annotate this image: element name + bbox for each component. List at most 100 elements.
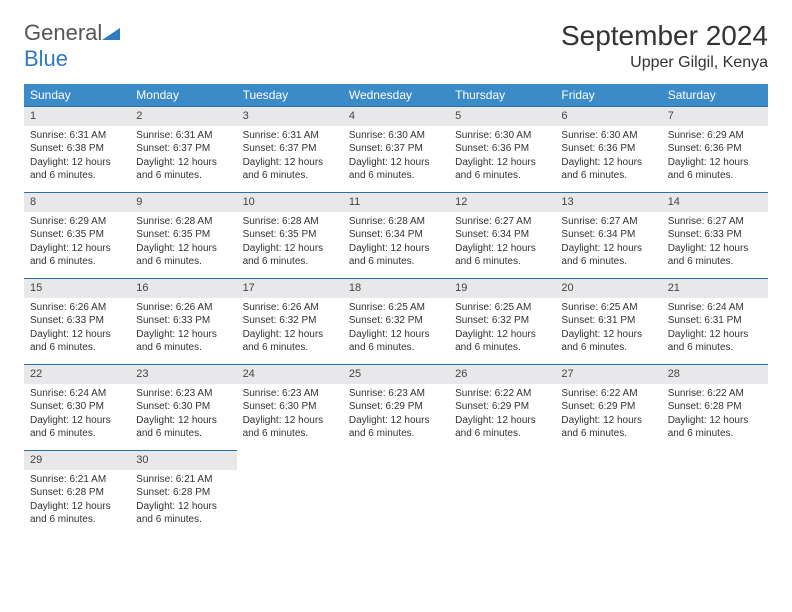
calendar-day-cell: 12Sunrise: 6:27 AMSunset: 6:34 PMDayligh… [449, 192, 555, 278]
day-content: Sunrise: 6:24 AMSunset: 6:31 PMDaylight:… [662, 298, 768, 361]
day-content: Sunrise: 6:28 AMSunset: 6:35 PMDaylight:… [237, 212, 343, 275]
sunrise-text: Sunrise: 6:29 AM [30, 215, 124, 229]
daylight-text: Daylight: 12 hours and 6 minutes. [243, 328, 337, 355]
daylight-text: Daylight: 12 hours and 6 minutes. [561, 156, 655, 183]
daylight-text: Daylight: 12 hours and 6 minutes. [349, 156, 443, 183]
calendar-day-cell: . [555, 450, 661, 536]
daylight-text: Daylight: 12 hours and 6 minutes. [668, 156, 762, 183]
daylight-text: Daylight: 12 hours and 6 minutes. [30, 328, 124, 355]
sunrise-text: Sunrise: 6:26 AM [30, 301, 124, 315]
day-content: Sunrise: 6:30 AMSunset: 6:37 PMDaylight:… [343, 126, 449, 189]
sunset-text: Sunset: 6:32 PM [349, 314, 443, 328]
day-number: 20 [555, 278, 661, 298]
calendar-week-row: 8Sunrise: 6:29 AMSunset: 6:35 PMDaylight… [24, 192, 768, 278]
day-content: Sunrise: 6:26 AMSunset: 6:33 PMDaylight:… [24, 298, 130, 361]
calendar-day-cell: 15Sunrise: 6:26 AMSunset: 6:33 PMDayligh… [24, 278, 130, 364]
day-number: 1 [24, 106, 130, 126]
calendar-day-cell: . [237, 450, 343, 536]
calendar-day-cell: 28Sunrise: 6:22 AMSunset: 6:28 PMDayligh… [662, 364, 768, 450]
day-number: 2 [130, 106, 236, 126]
day-number: 13 [555, 192, 661, 212]
sunset-text: Sunset: 6:33 PM [668, 228, 762, 242]
sunset-text: Sunset: 6:37 PM [349, 142, 443, 156]
day-number: 17 [237, 278, 343, 298]
sunrise-text: Sunrise: 6:27 AM [668, 215, 762, 229]
day-content: Sunrise: 6:27 AMSunset: 6:33 PMDaylight:… [662, 212, 768, 275]
sunrise-text: Sunrise: 6:30 AM [455, 129, 549, 143]
daylight-text: Daylight: 12 hours and 6 minutes. [30, 500, 124, 527]
weekday-header: Sunday [24, 84, 130, 106]
sunrise-text: Sunrise: 6:24 AM [30, 387, 124, 401]
sunset-text: Sunset: 6:29 PM [561, 400, 655, 414]
sunset-text: Sunset: 6:37 PM [243, 142, 337, 156]
sunrise-text: Sunrise: 6:25 AM [349, 301, 443, 315]
logo-part1: General [24, 20, 102, 45]
calendar-day-cell: 17Sunrise: 6:26 AMSunset: 6:32 PMDayligh… [237, 278, 343, 364]
daylight-text: Daylight: 12 hours and 6 minutes. [136, 156, 230, 183]
calendar-day-cell: 22Sunrise: 6:24 AMSunset: 6:30 PMDayligh… [24, 364, 130, 450]
sunrise-text: Sunrise: 6:27 AM [455, 215, 549, 229]
day-content: Sunrise: 6:24 AMSunset: 6:30 PMDaylight:… [24, 384, 130, 447]
calendar-day-cell: 30Sunrise: 6:21 AMSunset: 6:28 PMDayligh… [130, 450, 236, 536]
day-number: 15 [24, 278, 130, 298]
weekday-header: Friday [555, 84, 661, 106]
calendar-day-cell: 20Sunrise: 6:25 AMSunset: 6:31 PMDayligh… [555, 278, 661, 364]
sunset-text: Sunset: 6:36 PM [455, 142, 549, 156]
day-content: Sunrise: 6:22 AMSunset: 6:28 PMDaylight:… [662, 384, 768, 447]
sunset-text: Sunset: 6:28 PM [668, 400, 762, 414]
calendar-day-cell: 11Sunrise: 6:28 AMSunset: 6:34 PMDayligh… [343, 192, 449, 278]
sunrise-text: Sunrise: 6:24 AM [668, 301, 762, 315]
day-content: Sunrise: 6:29 AMSunset: 6:36 PMDaylight:… [662, 126, 768, 189]
daylight-text: Daylight: 12 hours and 6 minutes. [243, 242, 337, 269]
day-content: Sunrise: 6:30 AMSunset: 6:36 PMDaylight:… [449, 126, 555, 189]
sunset-text: Sunset: 6:31 PM [561, 314, 655, 328]
day-number: 11 [343, 192, 449, 212]
sunrise-text: Sunrise: 6:31 AM [243, 129, 337, 143]
sunrise-text: Sunrise: 6:31 AM [30, 129, 124, 143]
sunset-text: Sunset: 6:36 PM [668, 142, 762, 156]
logo: General Blue [24, 20, 120, 72]
day-number: 28 [662, 364, 768, 384]
daylight-text: Daylight: 12 hours and 6 minutes. [30, 242, 124, 269]
sunset-text: Sunset: 6:28 PM [136, 486, 230, 500]
day-number: 30 [130, 450, 236, 470]
day-content: Sunrise: 6:23 AMSunset: 6:30 PMDaylight:… [237, 384, 343, 447]
sunrise-text: Sunrise: 6:25 AM [455, 301, 549, 315]
header: General Blue September 2024 Upper Gilgil… [24, 20, 768, 72]
day-number: 27 [555, 364, 661, 384]
calendar: Sunday Monday Tuesday Wednesday Thursday… [24, 84, 768, 536]
sunrise-text: Sunrise: 6:30 AM [349, 129, 443, 143]
day-number: 23 [130, 364, 236, 384]
daylight-text: Daylight: 12 hours and 6 minutes. [561, 328, 655, 355]
sunset-text: Sunset: 6:30 PM [136, 400, 230, 414]
day-number: 21 [662, 278, 768, 298]
sunset-text: Sunset: 6:31 PM [668, 314, 762, 328]
sunrise-text: Sunrise: 6:23 AM [136, 387, 230, 401]
sunset-text: Sunset: 6:34 PM [561, 228, 655, 242]
weekday-header-row: Sunday Monday Tuesday Wednesday Thursday… [24, 84, 768, 106]
calendar-day-cell: 25Sunrise: 6:23 AMSunset: 6:29 PMDayligh… [343, 364, 449, 450]
sunrise-text: Sunrise: 6:22 AM [668, 387, 762, 401]
calendar-week-row: 1Sunrise: 6:31 AMSunset: 6:38 PMDaylight… [24, 106, 768, 192]
sunset-text: Sunset: 6:35 PM [243, 228, 337, 242]
calendar-day-cell: 5Sunrise: 6:30 AMSunset: 6:36 PMDaylight… [449, 106, 555, 192]
day-content: Sunrise: 6:28 AMSunset: 6:35 PMDaylight:… [130, 212, 236, 275]
calendar-day-cell: . [449, 450, 555, 536]
day-content: Sunrise: 6:25 AMSunset: 6:32 PMDaylight:… [343, 298, 449, 361]
sunrise-text: Sunrise: 6:29 AM [668, 129, 762, 143]
day-content: Sunrise: 6:31 AMSunset: 6:37 PMDaylight:… [130, 126, 236, 189]
weekday-header: Saturday [662, 84, 768, 106]
calendar-day-cell: 4Sunrise: 6:30 AMSunset: 6:37 PMDaylight… [343, 106, 449, 192]
day-number: 25 [343, 364, 449, 384]
day-number: 12 [449, 192, 555, 212]
calendar-day-cell: 21Sunrise: 6:24 AMSunset: 6:31 PMDayligh… [662, 278, 768, 364]
weekday-header: Tuesday [237, 84, 343, 106]
day-number: 18 [343, 278, 449, 298]
day-content: Sunrise: 6:27 AMSunset: 6:34 PMDaylight:… [449, 212, 555, 275]
day-number: 5 [449, 106, 555, 126]
day-number: 14 [662, 192, 768, 212]
sunrise-text: Sunrise: 6:21 AM [30, 473, 124, 487]
daylight-text: Daylight: 12 hours and 6 minutes. [136, 500, 230, 527]
sunrise-text: Sunrise: 6:26 AM [243, 301, 337, 315]
daylight-text: Daylight: 12 hours and 6 minutes. [455, 414, 549, 441]
